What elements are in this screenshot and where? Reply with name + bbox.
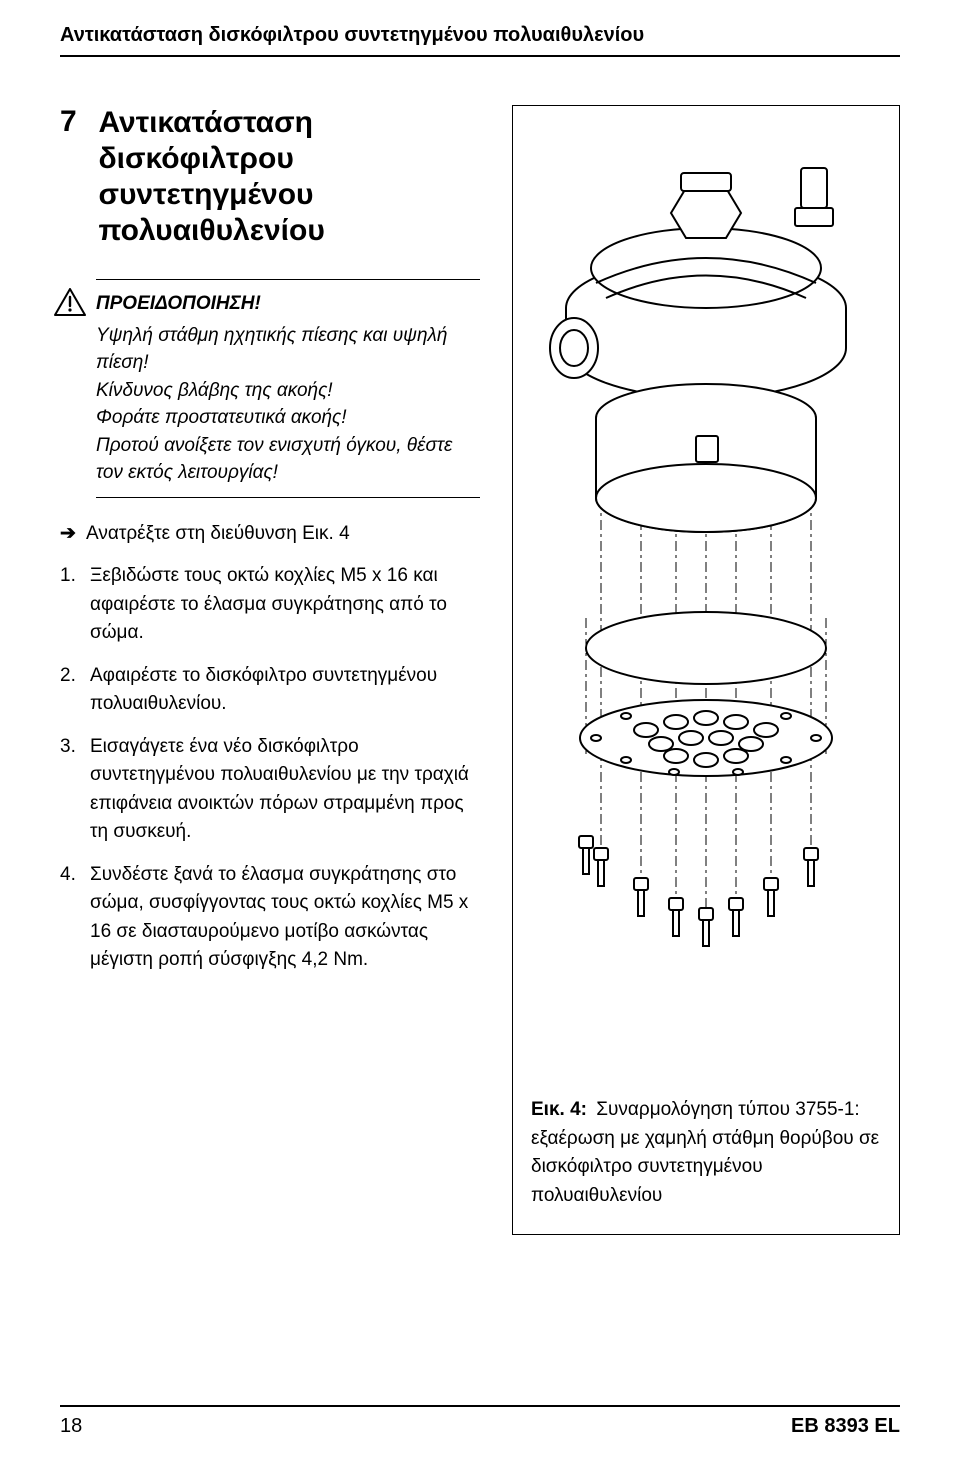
figure-label: Εικ. 4: <box>531 1099 587 1120</box>
reference-text: Ανατρέξτε στη διεύθυνση Εικ. 4 <box>86 523 350 544</box>
step-number: 4. <box>60 861 90 975</box>
step-item: 1.Ξεβιδώστε τους οκτώ κοχλίες M5 x 16 κα… <box>60 562 480 648</box>
warning-line: Κίνδυνος βλάβης της ακοής! <box>96 377 480 405</box>
step-text: Εισαγάγετε ένα νέο δισκόφιλτρο συντετηγμ… <box>90 733 480 847</box>
step-text: Αφαιρέστε το δισκόφιλτρο συντετηγμένου π… <box>90 662 480 719</box>
arrow-icon: ➔ <box>60 520 86 549</box>
page-number: 18 <box>60 1415 82 1438</box>
section-heading: 7 Αντικατάσταση δισκόφιλτρου συντετηγμέν… <box>60 105 480 249</box>
head-rule <box>60 55 900 57</box>
steps-list: 1.Ξεβιδώστε τους οκτώ κοχλίες M5 x 16 κα… <box>60 562 480 975</box>
step-number: 3. <box>60 733 90 847</box>
figure-caption: Εικ. 4: Συναρμολόγηση τύπου 3755-1: εξαέ… <box>531 1096 881 1210</box>
text-column: 7 Αντικατάσταση δισκόφιλτρου συντετηγμέν… <box>60 105 480 1235</box>
figure-illustration <box>525 118 887 988</box>
reference-line: ➔Ανατρέξτε στη διεύθυνση Εικ. 4 <box>60 520 480 549</box>
step-number: 2. <box>60 662 90 719</box>
warning-block: ΠΡΟΕΙΔΟΠΟΙΗΣΗ! Υψηλή στάθμη ηχητικής πίε… <box>96 279 480 498</box>
step-text: Συνδέστε ξανά το έλασμα συγκράτησης στο … <box>90 861 480 975</box>
warning-line: Προτού ανοίξετε τον ενισχυτή όγκου, θέστ… <box>96 432 480 487</box>
step-text: Ξεβιδώστε τους οκτώ κοχλίες M5 x 16 και … <box>90 562 480 648</box>
page-footer: 18 EB 8393 EL <box>60 1405 900 1438</box>
step-item: 2.Αφαιρέστε το δισκόφιλτρο συντετηγμένου… <box>60 662 480 719</box>
section-title: Αντικατάσταση δισκόφιλτρου συντετηγμένου… <box>98 105 468 249</box>
step-item: 3.Εισαγάγετε ένα νέο δισκόφιλτρο συντετη… <box>60 733 480 847</box>
figure-column: Εικ. 4: Συναρμολόγηση τύπου 3755-1: εξαέ… <box>512 105 900 1235</box>
running-head: Αντικατάσταση δισκόφιλτρου συντετηγμένου… <box>60 24 900 47</box>
warning-line: Φοράτε προστατευτικά ακοής! <box>96 404 480 432</box>
warning-title: ΠΡΟΕΙΔΟΠΟΙΗΣΗ! <box>96 290 480 318</box>
document-id: EB 8393 EL <box>791 1415 900 1438</box>
figure-box: Εικ. 4: Συναρμολόγηση τύπου 3755-1: εξαέ… <box>512 105 900 1235</box>
step-number: 1. <box>60 562 90 648</box>
warning-line: Υψηλή στάθμη ηχητικής πίεσης και υψηλή π… <box>96 322 480 377</box>
section-number: 7 <box>60 105 94 139</box>
warning-icon <box>54 288 86 316</box>
step-item: 4.Συνδέστε ξανά το έλασμα συγκράτησης στ… <box>60 861 480 975</box>
